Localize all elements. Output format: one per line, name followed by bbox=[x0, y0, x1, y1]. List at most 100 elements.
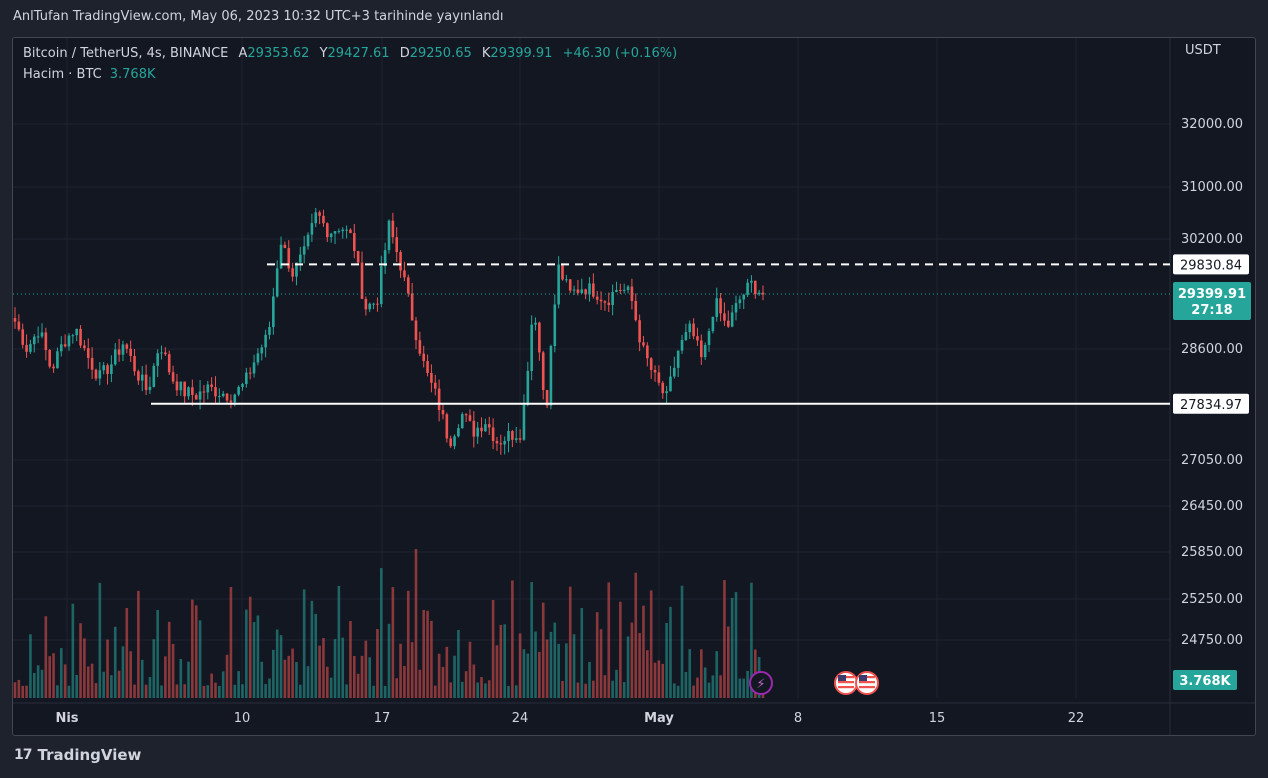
candle-body bbox=[17, 321, 21, 330]
volume-bar bbox=[79, 623, 82, 698]
candle-body bbox=[545, 389, 549, 406]
candle-body bbox=[530, 324, 533, 371]
candle-body bbox=[237, 386, 240, 395]
candle-body bbox=[352, 233, 356, 252]
volume-bar bbox=[738, 678, 742, 698]
volume-bar bbox=[40, 669, 44, 698]
volume-bar bbox=[179, 658, 183, 698]
volume-bar bbox=[90, 663, 94, 698]
candle-body bbox=[715, 298, 719, 317]
y-tick-label: 27050.00 bbox=[1181, 453, 1243, 468]
candle-body bbox=[194, 394, 198, 400]
candle-body bbox=[310, 223, 314, 235]
volume-bar bbox=[534, 631, 537, 698]
volume-bar bbox=[673, 683, 676, 698]
volume-bar bbox=[711, 675, 715, 698]
candle-body bbox=[210, 384, 213, 388]
volume-bar bbox=[472, 664, 476, 698]
low-value: 29250.65 bbox=[409, 46, 472, 61]
volume-bar bbox=[449, 682, 452, 698]
volume-bar bbox=[703, 667, 707, 698]
candle-body bbox=[252, 362, 256, 374]
candle-body bbox=[634, 300, 638, 321]
candle-body bbox=[603, 301, 607, 303]
close-value: 29399.91 bbox=[490, 46, 553, 61]
candle-body bbox=[665, 391, 668, 394]
candle-body bbox=[129, 348, 132, 356]
candle-body bbox=[719, 298, 722, 314]
volume-bar bbox=[260, 661, 264, 698]
candle-body bbox=[148, 386, 152, 390]
volume-bar bbox=[333, 639, 337, 698]
volume-bar bbox=[661, 663, 665, 698]
candle-body bbox=[106, 365, 109, 375]
x-tick-label: 8 bbox=[794, 711, 802, 726]
volume-bar bbox=[399, 643, 402, 698]
volume-bar bbox=[476, 682, 479, 698]
candle-body bbox=[295, 262, 298, 277]
candle-body bbox=[156, 353, 159, 366]
candle-body bbox=[214, 387, 217, 397]
volume-bar bbox=[700, 649, 703, 698]
candle-body bbox=[264, 334, 267, 348]
tradingview-brand[interactable]: 17 TradingView bbox=[14, 746, 141, 764]
volume-bar bbox=[383, 685, 387, 698]
y-tick-label: 31000.00 bbox=[1181, 180, 1243, 195]
volume-bar bbox=[191, 599, 194, 698]
volume-bar bbox=[167, 621, 171, 698]
volume-bar bbox=[364, 640, 368, 698]
level-price-label: 29830.84 bbox=[1180, 258, 1242, 273]
chart-panel[interactable]: 32000.00 31000.00 30200.00 28600.00 27050.00… bbox=[12, 37, 1256, 736]
y-tick-label: 28600.00 bbox=[1181, 342, 1243, 357]
candle-body bbox=[48, 350, 52, 367]
candle-body bbox=[472, 420, 476, 437]
volume-bar bbox=[684, 672, 688, 698]
candle-body bbox=[175, 381, 179, 391]
volume-bar bbox=[360, 655, 364, 698]
candle-body bbox=[507, 431, 510, 442]
candle-body bbox=[32, 336, 36, 345]
volume-bar bbox=[326, 666, 329, 698]
volume-bar bbox=[21, 685, 25, 698]
level-price-tag bbox=[1173, 393, 1249, 414]
candle-body bbox=[376, 303, 379, 305]
volume-bar bbox=[17, 679, 21, 698]
volume-bar bbox=[233, 684, 237, 698]
volume-bar bbox=[175, 684, 179, 698]
candle-body bbox=[75, 328, 78, 336]
volume-bar bbox=[137, 590, 140, 698]
candle-body bbox=[171, 372, 175, 382]
candle-body bbox=[746, 282, 749, 295]
currency-unit[interactable]: USDT bbox=[1185, 43, 1221, 58]
candle-body bbox=[322, 215, 325, 224]
symbol-name[interactable]: Bitcoin / TetherUS, 4s, BINANCE bbox=[23, 46, 229, 61]
volume-bar bbox=[395, 678, 399, 698]
candle-body bbox=[164, 352, 167, 355]
candle-body bbox=[341, 229, 345, 232]
high-value: 29427.61 bbox=[327, 46, 390, 61]
candle-body bbox=[619, 290, 622, 292]
volume-bar bbox=[426, 610, 429, 698]
candle-body bbox=[707, 331, 711, 346]
candle-body bbox=[630, 286, 634, 301]
volume-label[interactable]: Hacim · BTC bbox=[23, 67, 102, 82]
flash-event-glyph: ⚡ bbox=[756, 677, 765, 692]
volume-bar bbox=[113, 626, 117, 698]
volume-bar bbox=[634, 572, 638, 698]
volume-bar bbox=[464, 671, 468, 698]
volume-bar bbox=[549, 631, 553, 698]
candle-body bbox=[738, 299, 742, 304]
volume-bar bbox=[414, 549, 418, 698]
candle-body bbox=[218, 396, 221, 398]
volume-bar bbox=[117, 670, 121, 698]
volume-bar bbox=[349, 621, 352, 698]
candle-body bbox=[241, 384, 244, 387]
tradingview-logo-icon: 17 bbox=[14, 747, 33, 763]
volume-bar bbox=[56, 685, 59, 698]
price-chart[interactable]: 32000.00 31000.00 30200.00 28600.00 27050.00… bbox=[13, 38, 1255, 735]
flash-event-icon[interactable] bbox=[749, 671, 773, 695]
volume-bar bbox=[63, 664, 67, 698]
volume-bar bbox=[241, 684, 244, 698]
candle-body bbox=[133, 355, 136, 372]
volume-bar bbox=[484, 683, 487, 698]
